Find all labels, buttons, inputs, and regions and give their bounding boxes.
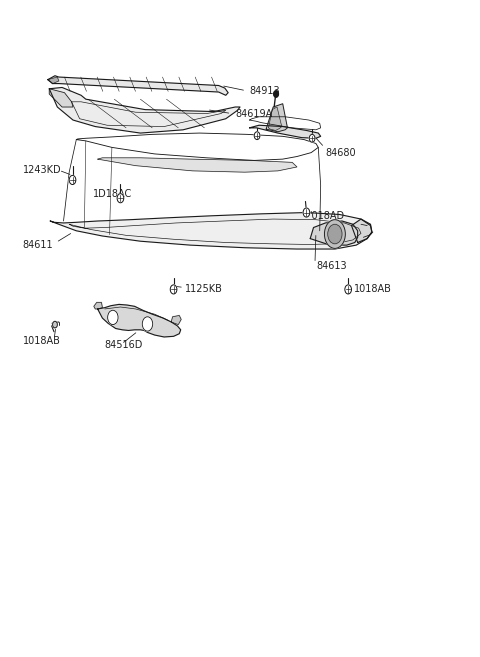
Text: 1018AB: 1018AB: [23, 336, 60, 346]
Text: 84613: 84613: [316, 261, 347, 271]
Text: 84619A: 84619A: [235, 108, 273, 118]
Polygon shape: [49, 89, 73, 107]
Circle shape: [170, 285, 177, 294]
Circle shape: [303, 208, 310, 217]
Polygon shape: [266, 104, 288, 132]
Text: 84913: 84913: [250, 85, 280, 96]
Text: 1125KB: 1125KB: [185, 284, 223, 294]
Text: 84611: 84611: [23, 240, 53, 250]
Circle shape: [117, 194, 124, 203]
Text: 1D18AC: 1D18AC: [93, 189, 132, 198]
Text: 1243KD: 1243KD: [23, 165, 61, 175]
Circle shape: [324, 219, 345, 248]
Circle shape: [274, 91, 278, 97]
Polygon shape: [48, 76, 228, 95]
Circle shape: [108, 310, 118, 325]
Text: '018AD: '018AD: [309, 211, 344, 221]
Circle shape: [309, 135, 315, 142]
Text: 1018AB: 1018AB: [354, 284, 392, 294]
Polygon shape: [250, 125, 321, 138]
Circle shape: [254, 132, 260, 139]
Polygon shape: [97, 304, 180, 337]
Text: 84516D: 84516D: [105, 340, 143, 350]
Circle shape: [142, 317, 153, 331]
Circle shape: [53, 321, 57, 328]
Polygon shape: [268, 107, 282, 131]
Polygon shape: [310, 221, 358, 245]
Polygon shape: [171, 315, 181, 325]
Circle shape: [69, 175, 76, 185]
Text: 84680: 84680: [325, 148, 356, 158]
Circle shape: [328, 224, 342, 244]
Polygon shape: [97, 158, 297, 172]
Polygon shape: [49, 87, 240, 133]
Polygon shape: [50, 213, 372, 249]
Circle shape: [345, 285, 351, 294]
Polygon shape: [351, 219, 372, 242]
Polygon shape: [48, 77, 59, 83]
Polygon shape: [94, 302, 102, 309]
